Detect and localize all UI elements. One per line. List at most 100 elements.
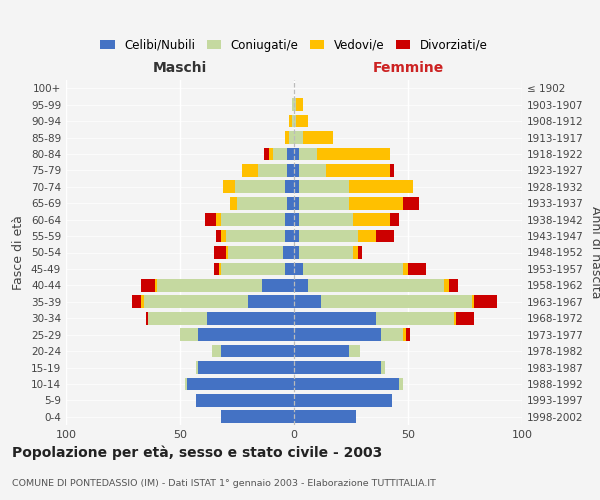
Bar <box>358 230 376 242</box>
Bar <box>132 296 141 308</box>
Bar <box>221 230 226 242</box>
Bar <box>299 246 353 259</box>
Bar <box>180 328 198 341</box>
Bar <box>408 262 426 276</box>
Bar <box>212 344 221 358</box>
Bar <box>294 148 299 160</box>
Bar <box>257 164 287 177</box>
Bar <box>208 312 294 324</box>
Bar <box>287 197 294 209</box>
Bar <box>230 197 237 209</box>
Bar <box>376 230 394 242</box>
Bar <box>292 98 294 111</box>
Bar <box>296 98 303 111</box>
Bar <box>248 296 294 308</box>
Bar <box>472 296 474 308</box>
Bar <box>454 312 456 324</box>
Bar <box>294 378 399 390</box>
Bar <box>141 279 155 292</box>
Bar <box>299 230 358 242</box>
Bar <box>358 246 362 259</box>
Bar <box>449 279 458 292</box>
Bar <box>287 148 294 160</box>
Bar <box>237 197 287 209</box>
Bar <box>380 361 385 374</box>
Bar <box>326 164 390 177</box>
Text: COMUNE DI PONTEDASSIO (IM) - Dati ISTAT 1° gennaio 2003 - Elaborazione TUTTITALI: COMUNE DI PONTEDASSIO (IM) - Dati ISTAT … <box>12 479 436 488</box>
Legend: Celibi/Nubili, Coniugati/e, Vedovi/e, Divorziati/e: Celibi/Nubili, Coniugati/e, Vedovi/e, Di… <box>95 34 493 56</box>
Bar <box>228 246 283 259</box>
Bar <box>185 378 187 390</box>
Y-axis label: Anni di nascita: Anni di nascita <box>589 206 600 298</box>
Bar <box>294 131 303 144</box>
Text: Femmine: Femmine <box>373 61 443 75</box>
Bar <box>157 279 262 292</box>
Bar <box>146 312 148 324</box>
Bar <box>155 279 157 292</box>
Bar <box>198 328 294 341</box>
Bar <box>294 114 296 128</box>
Bar <box>141 296 143 308</box>
Bar <box>285 131 289 144</box>
Bar <box>221 213 285 226</box>
Bar <box>198 361 294 374</box>
Bar <box>390 213 399 226</box>
Bar <box>294 410 356 423</box>
Bar <box>196 394 294 407</box>
Bar <box>289 131 294 144</box>
Bar <box>214 246 226 259</box>
Bar <box>269 148 274 160</box>
Bar <box>403 328 406 341</box>
Bar <box>223 180 235 193</box>
Bar <box>214 262 219 276</box>
Bar <box>226 230 285 242</box>
Bar <box>226 246 228 259</box>
Bar <box>403 197 419 209</box>
Bar <box>474 296 497 308</box>
Bar <box>322 296 472 308</box>
Bar <box>403 262 408 276</box>
Bar <box>235 180 285 193</box>
Bar <box>294 197 299 209</box>
Bar <box>296 114 308 128</box>
Bar <box>406 328 410 341</box>
Bar <box>303 262 403 276</box>
Bar <box>349 344 360 358</box>
Bar <box>390 164 394 177</box>
Bar <box>265 148 269 160</box>
Bar <box>299 148 317 160</box>
Bar <box>294 213 299 226</box>
Bar <box>143 296 248 308</box>
Bar <box>317 148 390 160</box>
Y-axis label: Fasce di età: Fasce di età <box>13 215 25 290</box>
Bar <box>353 246 358 259</box>
Bar <box>221 262 285 276</box>
Bar <box>219 262 221 276</box>
Bar <box>299 213 353 226</box>
Bar <box>294 344 349 358</box>
Bar <box>217 213 221 226</box>
Bar <box>303 131 333 144</box>
Bar <box>285 213 294 226</box>
Bar <box>456 312 474 324</box>
Bar <box>399 378 403 390</box>
Bar <box>217 230 221 242</box>
Bar <box>221 344 294 358</box>
Bar <box>308 279 445 292</box>
Bar <box>445 279 449 292</box>
Bar <box>294 312 376 324</box>
Bar <box>262 279 294 292</box>
Bar <box>287 164 294 177</box>
Bar <box>289 114 292 128</box>
Bar <box>285 262 294 276</box>
Bar <box>299 197 349 209</box>
Bar <box>148 312 208 324</box>
Bar <box>299 164 326 177</box>
Text: Maschi: Maschi <box>153 61 207 75</box>
Bar <box>294 279 308 292</box>
Bar <box>294 328 380 341</box>
Bar <box>285 180 294 193</box>
Bar <box>274 148 287 160</box>
Bar <box>221 410 294 423</box>
Bar <box>294 394 392 407</box>
